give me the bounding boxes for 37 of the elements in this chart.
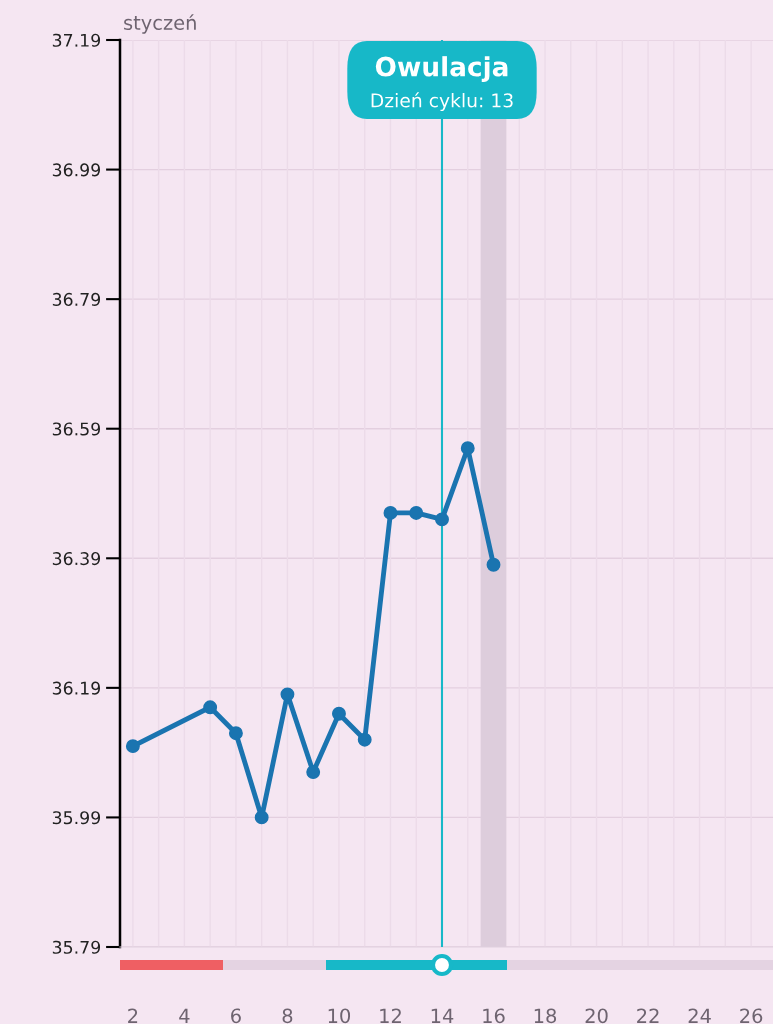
x-tick-label: 16 xyxy=(483,1008,505,1024)
point xyxy=(460,441,475,456)
y-tick-label: 36.39 xyxy=(52,552,101,566)
x-tick-label: 12 xyxy=(380,1008,401,1023)
y-tick-label: 37.19 xyxy=(52,33,101,47)
y-tick-label: 36.59 xyxy=(52,422,101,436)
ref-line-label: Owulacja xyxy=(375,56,508,82)
point xyxy=(435,512,449,527)
x-tick-label: 20 xyxy=(585,1008,608,1024)
point xyxy=(280,687,295,702)
x-tick-label: 2 xyxy=(128,1008,138,1023)
point xyxy=(125,739,140,754)
x-tick-label: 18 xyxy=(534,1008,557,1024)
point xyxy=(409,505,424,520)
y-tick-label: 36.19 xyxy=(52,681,101,695)
x-tick-label: 6 xyxy=(231,1008,241,1024)
x-tick-label: 10 xyxy=(328,1008,351,1024)
point xyxy=(254,810,269,825)
x-tick-label: 4 xyxy=(179,1008,190,1023)
x-tick-label: 14 xyxy=(431,1008,454,1023)
y-tick-label: 35.99 xyxy=(52,811,101,825)
y-tick-label: 36.79 xyxy=(52,292,101,306)
point xyxy=(228,726,243,741)
point xyxy=(383,505,398,520)
annotation: Dzień cyklu: 13 xyxy=(371,92,513,112)
point xyxy=(486,557,501,572)
chart-title: styczeń xyxy=(124,14,196,34)
point xyxy=(203,700,218,715)
x-tick-label: 24 xyxy=(688,1008,711,1023)
y-tick-label: 35.79 xyxy=(52,940,101,954)
point xyxy=(357,732,372,747)
y-tick-label: 36.99 xyxy=(52,163,101,177)
x-tick-label: 8 xyxy=(282,1008,293,1024)
x-tick-label: 22 xyxy=(637,1008,659,1023)
point xyxy=(306,765,321,780)
x-tick-label: 26 xyxy=(740,1008,763,1024)
point xyxy=(332,706,346,721)
